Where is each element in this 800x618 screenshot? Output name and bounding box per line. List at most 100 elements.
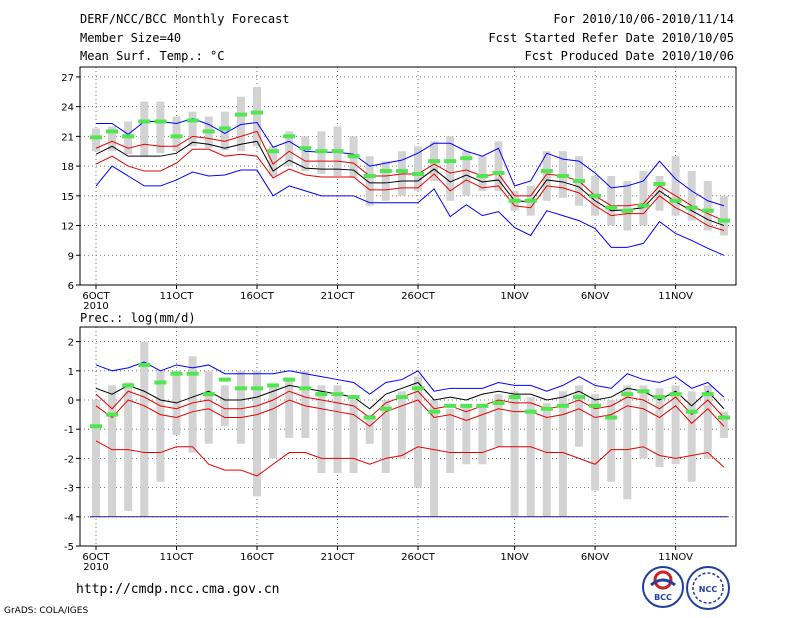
mean-marker [508,395,521,400]
y-tick-label: 15 [61,192,74,203]
mean-marker [524,409,537,414]
mean-marker [363,415,376,420]
y-tick-label: 6 [68,281,74,292]
range-box [446,136,455,201]
range-box [719,195,728,236]
mean-marker [412,172,424,177]
mean-marker [138,362,151,367]
mean-marker [251,110,263,115]
mean-marker [508,198,521,203]
mean-marker [154,380,167,385]
source-url[interactable]: http://cmdp.ncc.cma.gov.cn [76,582,280,597]
range-box [446,408,455,473]
range-box [269,385,278,459]
mean-marker [637,203,650,208]
temperature-panel: 6 9 12 15 18 21 24 27 6OCT 11OCT 16OCT 21OCT 26OCT 1N… [61,66,737,312]
mean-marker [170,371,183,376]
mean-marker [621,208,634,213]
mean-marker [444,159,457,164]
lower-extreme-line [95,440,725,477]
mean-marker [218,377,231,382]
x-tick-label: 26OCT [401,291,436,302]
mean-marker [315,392,328,397]
mean-marker [331,149,344,154]
range-box [687,171,696,221]
envelope-high-line [95,361,725,398]
range-box [639,171,648,226]
mean-marker [347,154,360,159]
mean-marker [331,392,344,397]
mean-marker [460,156,473,161]
year-label: 2010 [83,562,108,573]
mean-marker [476,174,489,178]
range-box [317,385,326,473]
y-tick-label: 27 [61,73,74,84]
range-box [607,400,616,482]
mean-marker [573,178,585,183]
mean-marker [412,386,424,391]
y-tick-label: 21 [61,132,74,143]
mean-marker [299,386,312,391]
mean-marker [363,174,376,178]
y-tick-label: 18 [61,162,74,173]
mean-marker [379,406,392,411]
range-box [462,405,471,465]
mean-marker [122,134,135,139]
mean-marker [267,383,280,388]
mean-marker [106,412,119,417]
range-box [92,128,100,152]
range-box [365,156,374,206]
mean-marker [589,403,602,408]
mean-marker [90,424,102,429]
range-box [414,146,422,191]
range-box [397,391,406,459]
forecast-period: For 2010/10/06-2010/11/14 [553,12,734,26]
range-box [542,151,551,201]
mean-marker [669,198,682,203]
y-tick-label: 24 [61,103,74,114]
chart-title: DERF/NCC/BCC Monthly Forecast [80,12,290,26]
mean-marker [701,392,714,397]
grads-credit: GrADS: COLA/IGES [4,606,89,616]
range-box [478,156,487,191]
range-box [462,151,471,196]
y-tick-label: 2 [68,338,74,349]
mean-marker [267,149,280,154]
range-box [719,411,728,438]
mean-marker [299,146,312,151]
range-box [478,405,487,465]
mean-marker [685,409,698,414]
mean-marker [653,181,666,186]
x-tick-label: 11OCT [160,552,195,563]
range-box [607,176,616,226]
range-box [172,116,181,152]
range-box [285,379,294,438]
range-box [140,341,149,517]
mean-marker [186,118,199,123]
precip-label: Prec.: log(mm/d) [80,311,196,325]
refer-date: Fcst Started Refer Date 2010/10/05 [488,31,734,45]
y-tick-label: -1 [64,425,74,436]
mean-marker [524,198,537,203]
y-tick-label: -2 [64,454,74,465]
mean-marker [556,174,569,178]
range-box [108,385,117,517]
x-tick-label: 26OCT [401,552,436,563]
range-box [220,385,229,427]
variable-label: Mean Surf. Temp.: °C [80,49,225,63]
mean-marker [234,386,247,391]
range-box [655,388,664,468]
range-box [671,385,680,465]
range-box [156,370,165,482]
mean-marker [540,406,553,411]
x-tick-label: 6OCT [82,552,110,563]
range-box [333,385,342,473]
y-tick-label: 12 [61,222,74,233]
ncc-logo: NCC [686,566,730,610]
mean-marker [379,169,392,174]
range-box [140,101,149,157]
y-tick-label: 9 [68,251,74,262]
range-box [124,382,133,511]
range-box [269,146,278,176]
